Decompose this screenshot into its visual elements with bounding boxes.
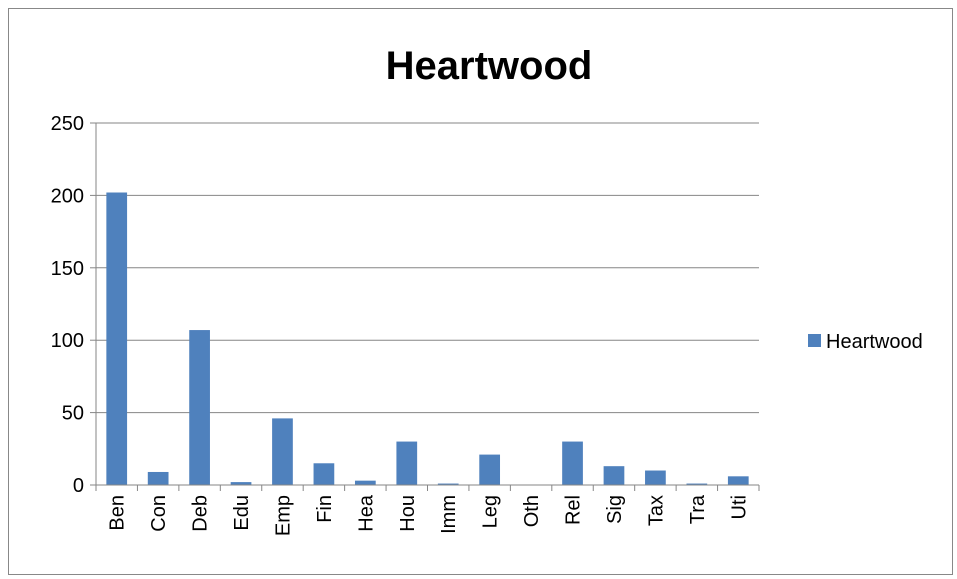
bar-hou bbox=[396, 441, 418, 485]
y-tick-label: 150 bbox=[51, 258, 84, 280]
x-tick-label: Oth bbox=[521, 495, 543, 527]
x-tick-label: Sig bbox=[604, 495, 626, 524]
axes bbox=[95, 123, 760, 491]
bar-uti bbox=[727, 476, 749, 485]
bar-sig bbox=[603, 466, 625, 485]
x-tick-labels: Ben Con Deb Edu Emp Fin Hea Hou Imm Leg Oth Rel Sig T… bbox=[107, 494, 751, 536]
x-tick-label: Deb bbox=[190, 495, 212, 532]
bar-imm bbox=[437, 483, 459, 485]
legend-label: Heartwood bbox=[826, 331, 923, 353]
y-tick-label: 250 bbox=[51, 113, 84, 135]
chart-title: Heartwood bbox=[386, 44, 593, 88]
bar-chart: Heartwood 0 50 100 150 200 250 Ben Con Deb Edu Em… bbox=[51, 44, 923, 536]
bar-deb bbox=[189, 330, 210, 485]
x-tick-label: Tax bbox=[645, 495, 667, 526]
x-tick-label: Hou bbox=[397, 495, 419, 532]
x-tick-label: Fin bbox=[314, 495, 336, 523]
x-tick-label: Rel bbox=[563, 495, 585, 525]
legend: Heartwood bbox=[808, 331, 923, 353]
bar-emp bbox=[272, 418, 293, 485]
x-tick-label: Imm bbox=[438, 495, 460, 534]
x-tick-label: Edu bbox=[231, 495, 253, 531]
y-tick-label: 100 bbox=[51, 330, 84, 352]
bars bbox=[106, 192, 749, 485]
x-tick-label: Uti bbox=[728, 495, 750, 519]
bar-tax bbox=[645, 470, 666, 485]
x-tick-label: Ben bbox=[107, 495, 129, 531]
y-tick-label: 50 bbox=[62, 403, 84, 425]
bar-fin bbox=[313, 463, 335, 485]
bar-tra bbox=[686, 483, 708, 485]
bar-con bbox=[147, 471, 169, 485]
bar-rel bbox=[562, 441, 583, 485]
x-tick-label: Leg bbox=[480, 495, 502, 528]
x-tick-label: Con bbox=[148, 495, 170, 532]
bar-ben bbox=[106, 192, 128, 485]
x-tick-label: Hea bbox=[355, 494, 377, 532]
bar-leg bbox=[479, 454, 501, 485]
y-tick-label: 0 bbox=[73, 475, 84, 497]
bar-edu bbox=[230, 482, 252, 485]
y-tick-labels: 0 50 100 150 200 250 bbox=[51, 113, 84, 497]
x-tick-label: Tra bbox=[687, 494, 709, 524]
legend-swatch bbox=[808, 334, 821, 347]
x-tick-label: Emp bbox=[272, 495, 294, 536]
y-tick-label: 200 bbox=[51, 185, 84, 207]
bar-hea bbox=[354, 480, 376, 485]
chart-frame: Heartwood 0 50 100 150 200 250 Ben Con Deb Edu Em… bbox=[8, 8, 953, 575]
